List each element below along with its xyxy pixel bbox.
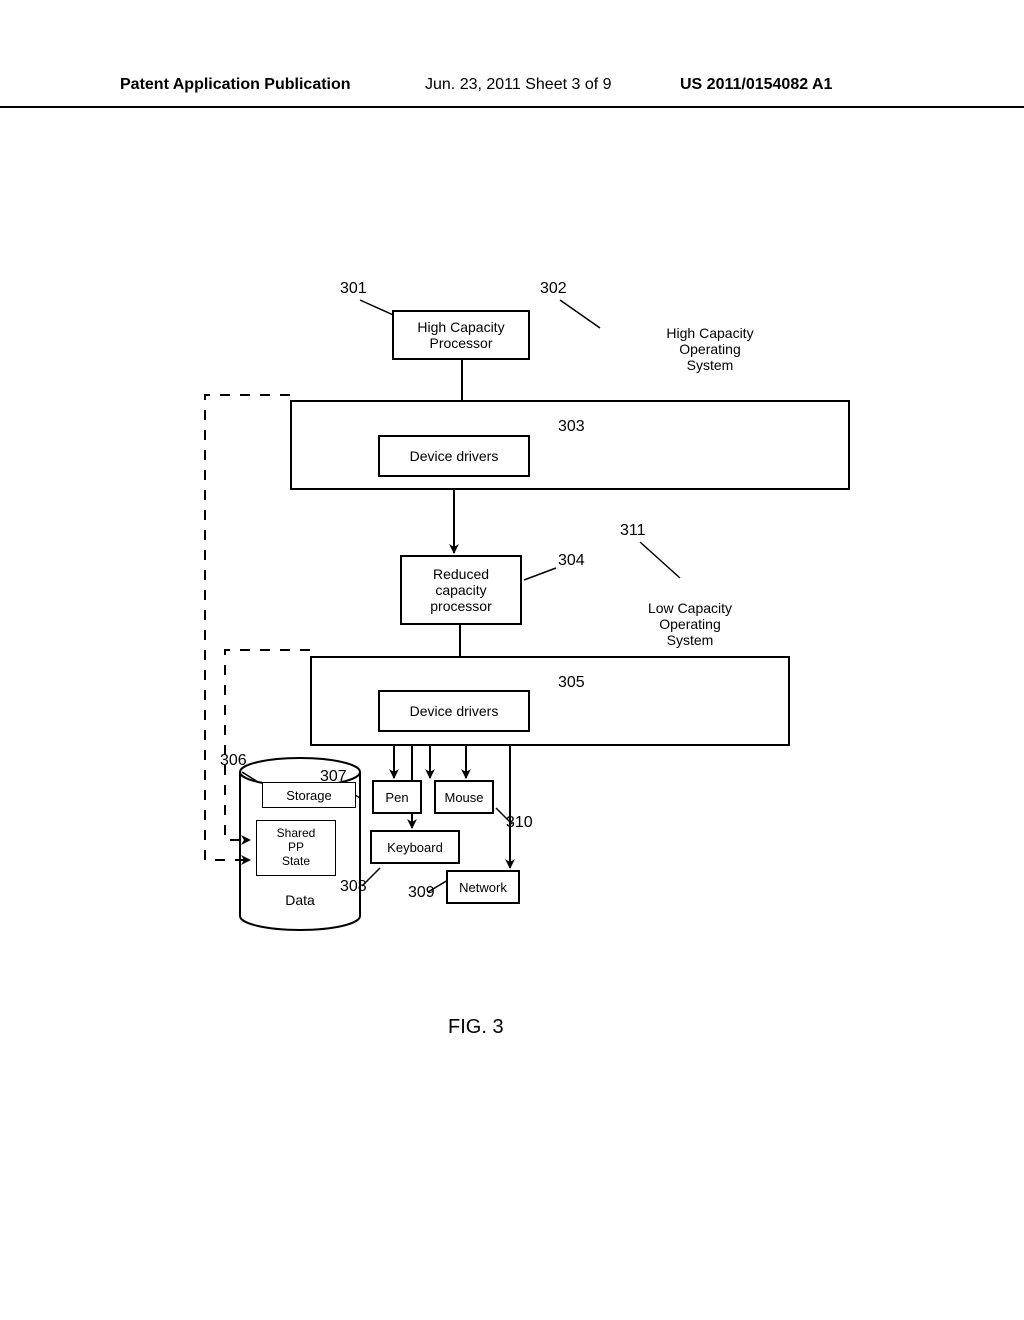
node-mouse: Mouse: [434, 780, 494, 814]
ref-301: 301: [340, 280, 367, 298]
node-network: Network: [446, 870, 520, 904]
header-left: Patent Application Publication: [120, 76, 351, 94]
node-dd-2: Device drivers: [378, 690, 530, 732]
node-pen: Pen: [372, 780, 422, 814]
label-high-os: High CapacityOperatingSystem: [640, 325, 780, 373]
header-right: US 2011/0154082 A1: [680, 76, 832, 94]
ref-302: 302: [540, 280, 567, 298]
ref-304: 304: [558, 552, 585, 570]
ref-306: 306: [220, 752, 247, 770]
header-mid: Jun. 23, 2011 Sheet 3 of 9: [425, 76, 612, 94]
ref-303: 303: [558, 418, 585, 436]
label-data: Data: [278, 892, 322, 908]
ref-305: 305: [558, 674, 585, 692]
label-low-os: Low CapacityOperatingSystem: [620, 600, 760, 648]
figure-caption: FIG. 3: [448, 1016, 504, 1039]
ref-308: 308: [340, 878, 367, 896]
node-high-proc: High CapacityProcessor: [392, 310, 530, 360]
node-high-os: [290, 400, 850, 490]
ref-309: 309: [408, 884, 435, 902]
page-header: Patent Application Publication Jun. 23, …: [0, 76, 1024, 108]
ref-311: 311: [620, 522, 646, 540]
ref-307: 307: [320, 768, 347, 786]
node-reduced-proc: Reducedcapacityprocessor: [400, 555, 522, 625]
node-dd-1: Device drivers: [378, 435, 530, 477]
node-keyboard: Keyboard: [370, 830, 460, 864]
node-shared-pp: SharedPPState: [256, 820, 336, 876]
ref-310: 310: [506, 814, 533, 832]
